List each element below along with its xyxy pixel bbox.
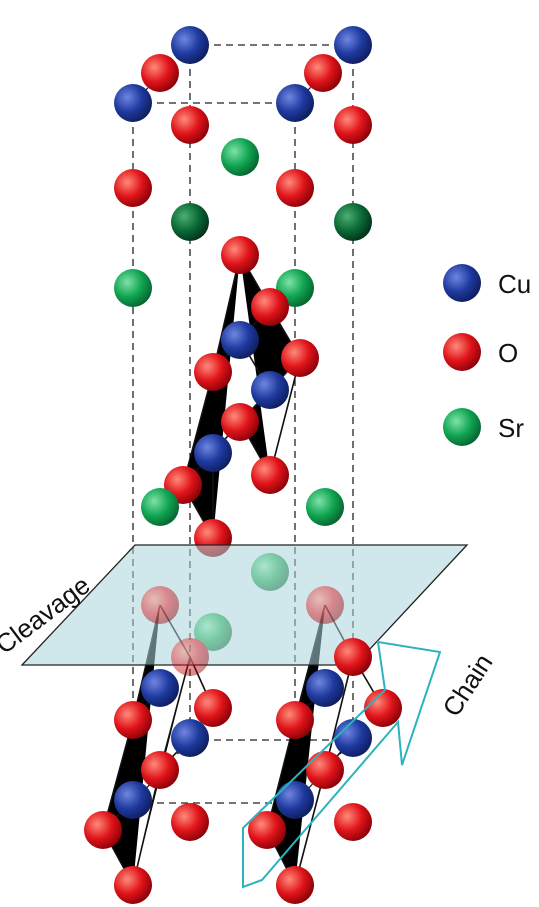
- atom: [276, 701, 314, 739]
- chain-label: Chain: [436, 648, 498, 721]
- atoms-upper: [114, 26, 372, 557]
- atom: [251, 456, 289, 494]
- atom: [306, 751, 344, 789]
- atom: [114, 701, 152, 739]
- atom: [276, 781, 314, 819]
- atom: [276, 169, 314, 207]
- atom: [141, 586, 179, 624]
- crystal-diagram: Cleavage Chain Cu O Sr: [0, 0, 539, 907]
- atom: [221, 138, 259, 176]
- atom: [141, 488, 179, 526]
- atom: [141, 669, 179, 707]
- atom: [281, 339, 319, 377]
- atom: [221, 321, 259, 359]
- atom: [221, 236, 259, 274]
- atom: [334, 719, 372, 757]
- atom: [306, 586, 344, 624]
- legend-swatch: [443, 333, 481, 371]
- atom: [334, 106, 372, 144]
- atom: [114, 866, 152, 904]
- atom: [171, 638, 209, 676]
- legend-label: O: [498, 338, 518, 368]
- atom: [251, 288, 289, 326]
- legend-swatch: [443, 264, 481, 302]
- atom: [141, 751, 179, 789]
- atom: [114, 269, 152, 307]
- atom: [194, 434, 232, 472]
- atom: [276, 84, 314, 122]
- legend-label: Sr: [498, 413, 524, 443]
- atom: [221, 403, 259, 441]
- atom: [251, 371, 289, 409]
- atom: [276, 866, 314, 904]
- atom: [364, 689, 402, 727]
- atom: [171, 26, 209, 64]
- atom: [114, 781, 152, 819]
- atom: [141, 54, 179, 92]
- atom: [334, 26, 372, 64]
- atom: [334, 638, 372, 676]
- atom: [114, 84, 152, 122]
- legend: Cu O Sr: [443, 264, 531, 446]
- atom: [171, 719, 209, 757]
- atom: [306, 488, 344, 526]
- atom: [194, 689, 232, 727]
- atom: [334, 203, 372, 241]
- atom: [171, 106, 209, 144]
- atom: [334, 803, 372, 841]
- atom: [171, 803, 209, 841]
- atom: [194, 353, 232, 391]
- atom: [304, 54, 342, 92]
- atom: [84, 811, 122, 849]
- legend-swatch: [443, 408, 481, 446]
- cleavage-plane: [22, 545, 467, 665]
- atom: [114, 169, 152, 207]
- atom: [306, 669, 344, 707]
- atom: [171, 203, 209, 241]
- legend-label: Cu: [498, 269, 531, 299]
- atom: [251, 553, 289, 591]
